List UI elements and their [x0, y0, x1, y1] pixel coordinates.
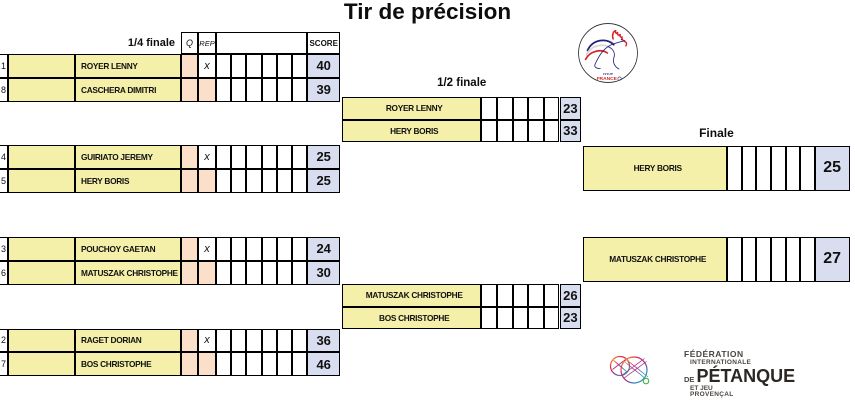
- svg-text:FRANCE: FRANCE: [597, 76, 618, 82]
- svg-text:FFPJP: FFPJP: [603, 72, 613, 76]
